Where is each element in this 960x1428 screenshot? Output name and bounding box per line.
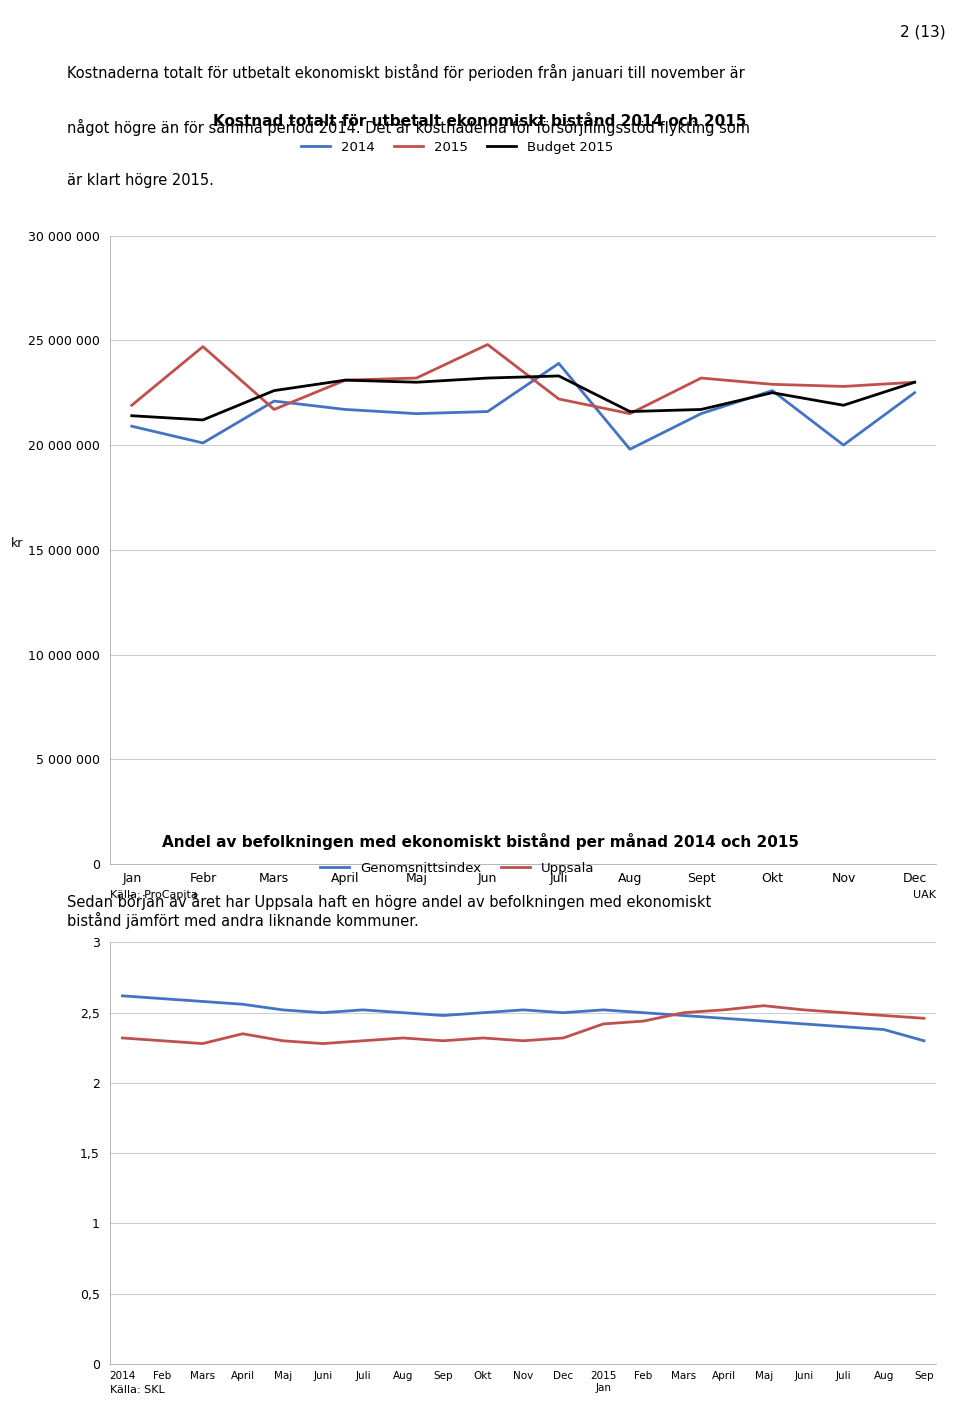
Text: Kostnaderna totalt för utbetalt ekonomiskt bistånd för perioden från januari til: Kostnaderna totalt för utbetalt ekonomis… xyxy=(67,64,745,81)
Text: Kostnad totalt för utbetalt ekonomiskt bistånd 2014 och 2015: Kostnad totalt för utbetalt ekonomiskt b… xyxy=(213,113,747,129)
Y-axis label: kr: kr xyxy=(11,537,23,550)
Text: UAK: UAK xyxy=(913,890,936,900)
Legend: Genomsnittsindex, Uppsala: Genomsnittsindex, Uppsala xyxy=(315,857,599,880)
Text: Källa: SKL: Källa: SKL xyxy=(110,1385,165,1395)
Text: Sedan början av året har Uppsala haft en högre andel av befolkningen med ekonomi: Sedan början av året har Uppsala haft en… xyxy=(67,892,711,930)
Text: är klart högre 2015.: är klart högre 2015. xyxy=(67,173,214,188)
Text: något högre än för samma period 2014. Det är kostnaderna för försörjningsstöd fl: något högre än för samma period 2014. De… xyxy=(67,119,750,136)
Legend: 2014, 2015, Budget 2015: 2014, 2015, Budget 2015 xyxy=(296,136,618,159)
Text: 2 (13): 2 (13) xyxy=(900,24,946,40)
Text: Andel av befolkningen med ekonomiskt bistånd per månad 2014 och 2015: Andel av befolkningen med ekonomiskt bis… xyxy=(161,833,799,850)
Text: Källa: ProCapita: Källa: ProCapita xyxy=(110,890,198,900)
